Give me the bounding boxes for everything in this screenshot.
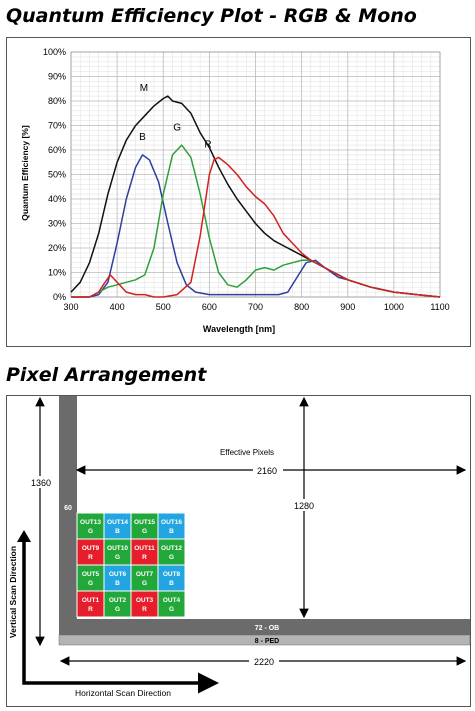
- output-cell-name: OUT2: [109, 597, 127, 604]
- output-cell-name: OUT6: [109, 571, 127, 578]
- output-cell-channel: B: [169, 580, 174, 587]
- bottom-ob-strip: [59, 619, 470, 635]
- y-tick-label: 20%: [48, 243, 66, 253]
- vertical-scan-arrowhead: [17, 530, 31, 542]
- output-cell: [157, 590, 186, 618]
- curve-label-r: R: [204, 140, 211, 151]
- x-tick-label: 400: [110, 302, 125, 312]
- output-cell-name: OUT12: [161, 545, 182, 552]
- y-tick-label: 60%: [48, 145, 66, 155]
- effective-pixels-label: Effective Pixels: [220, 448, 274, 457]
- dim-60-label: 60: [64, 505, 72, 512]
- output-cell-channel: R: [142, 606, 147, 613]
- output-cell-name: OUT5: [82, 571, 100, 578]
- pixel-arrangement-title: Pixel Arrangement: [6, 364, 207, 386]
- horizontal-scan-label: Horizontal Scan Direction: [75, 688, 171, 698]
- x-tick-label: 300: [63, 302, 78, 312]
- series-line-b: [71, 154, 441, 298]
- output-cell-name: OUT13: [80, 519, 101, 526]
- dim-1360-label: 1360: [31, 478, 51, 488]
- output-cell-channel: G: [142, 580, 147, 587]
- x-tick-label: 1000: [384, 302, 404, 312]
- output-cell: [103, 512, 132, 540]
- pixel-diagram-panel: 72 - OB 8 - PED 60 OUT13 G OUT14 B OUT15 G OUT…: [6, 395, 471, 707]
- output-cell-channel: G: [142, 528, 147, 535]
- y-axis-label: Quantum Efficiency [%]: [20, 125, 30, 221]
- qe-chart: 300 400 500 600 700 800 900 1000 1100 0% 10% 20% 30%…: [20, 47, 450, 334]
- left-ob-strip: [59, 396, 77, 625]
- y-tick-label: 50%: [48, 170, 66, 180]
- dim-2160-label: 2160: [257, 466, 277, 476]
- y-tick-label: 0%: [53, 292, 66, 302]
- output-cell-channel: R: [142, 554, 147, 561]
- output-cell: [103, 564, 132, 592]
- y-tick-label: 70%: [48, 121, 66, 131]
- output-cell: [157, 512, 186, 540]
- output-cell-channel: B: [115, 528, 120, 535]
- vertical-scan-label: Vertical Scan Direction: [8, 546, 18, 638]
- output-cell-channel: G: [169, 554, 174, 561]
- output-cell: [76, 512, 105, 540]
- y-tick-label: 100%: [43, 47, 66, 57]
- output-cell-channel: G: [88, 580, 93, 587]
- dim-1280-label: 1280: [294, 501, 314, 511]
- x-tick-label: 1100: [430, 302, 449, 312]
- x-tick-label: 800: [294, 302, 309, 312]
- y-tick-label: 90%: [48, 72, 66, 82]
- output-cell: [130, 590, 159, 618]
- output-cell-name: OUT10: [107, 545, 128, 552]
- x-tick-label: 700: [248, 302, 263, 312]
- y-tick-label: 80%: [48, 96, 66, 106]
- output-cell-channel: G: [88, 528, 93, 535]
- pixel-diagram: 72 - OB 8 - PED 60 OUT13GOUT14BOUT15GOUT…: [8, 396, 471, 698]
- output-cell-name: OUT7: [136, 571, 154, 578]
- output-cell-channel: R: [88, 554, 93, 561]
- x-tick-label: 600: [202, 302, 217, 312]
- output-cell-channel: B: [115, 580, 120, 587]
- output-cell-name: OUT15: [134, 519, 155, 526]
- output-cell: [157, 564, 186, 592]
- series-line-r: [71, 156, 441, 298]
- ob-label: 72 - OB: [255, 625, 280, 632]
- y-tick-label: 30%: [48, 219, 66, 229]
- output-cell-name: OUT9: [82, 545, 100, 552]
- output-cell-name: OUT4: [163, 597, 181, 604]
- output-cell-channel: G: [115, 606, 120, 613]
- output-cell-grid: OUT13 G OUT14 B OUT15 G OUT16 B OUT9 R OUT10 G OUT11…: [76, 512, 186, 618]
- output-cell: [130, 538, 159, 566]
- output-cell: [103, 538, 132, 566]
- output-cell-name: OUT3: [136, 597, 154, 604]
- output-cell-channel: G: [169, 606, 174, 613]
- x-tick-label: 500: [156, 302, 171, 312]
- output-cell: [130, 564, 159, 592]
- y-tick-label: 40%: [48, 194, 66, 204]
- output-cell-name: OUT14: [107, 519, 128, 526]
- curve-label-m: M: [140, 83, 148, 94]
- y-tick-label: 10%: [48, 268, 66, 278]
- x-tick-label: 900: [340, 302, 355, 312]
- output-cell-channel: G: [115, 554, 120, 561]
- output-cell-channel: R: [88, 606, 93, 613]
- dim-2220-label: 2220: [254, 657, 274, 667]
- scan-direction-arrow: [22, 536, 219, 694]
- output-cell-channel: B: [169, 528, 174, 535]
- output-cell: [76, 538, 105, 566]
- output-cell: [103, 590, 132, 618]
- qe-chart-panel: 300 400 500 600 700 800 900 1000 1100 0% 10% 20% 30%…: [6, 37, 471, 347]
- curve-label-g: G: [173, 122, 181, 133]
- output-cell: [76, 564, 105, 592]
- qe-plot-title: Quantum Efficiency Plot - RGB & Mono: [6, 5, 417, 27]
- x-axis-label: Wavelength [nm]: [203, 324, 275, 334]
- output-cell-name: OUT8: [163, 571, 181, 578]
- output-cell: [130, 512, 159, 540]
- output-cell: [157, 538, 186, 566]
- output-cell-name: OUT1: [82, 597, 100, 604]
- ped-label: 8 - PED: [255, 638, 280, 645]
- output-cell: [76, 590, 105, 618]
- curve-label-b: B: [139, 132, 146, 143]
- output-cell-name: OUT16: [161, 519, 182, 526]
- output-cell-name: OUT11: [134, 545, 155, 552]
